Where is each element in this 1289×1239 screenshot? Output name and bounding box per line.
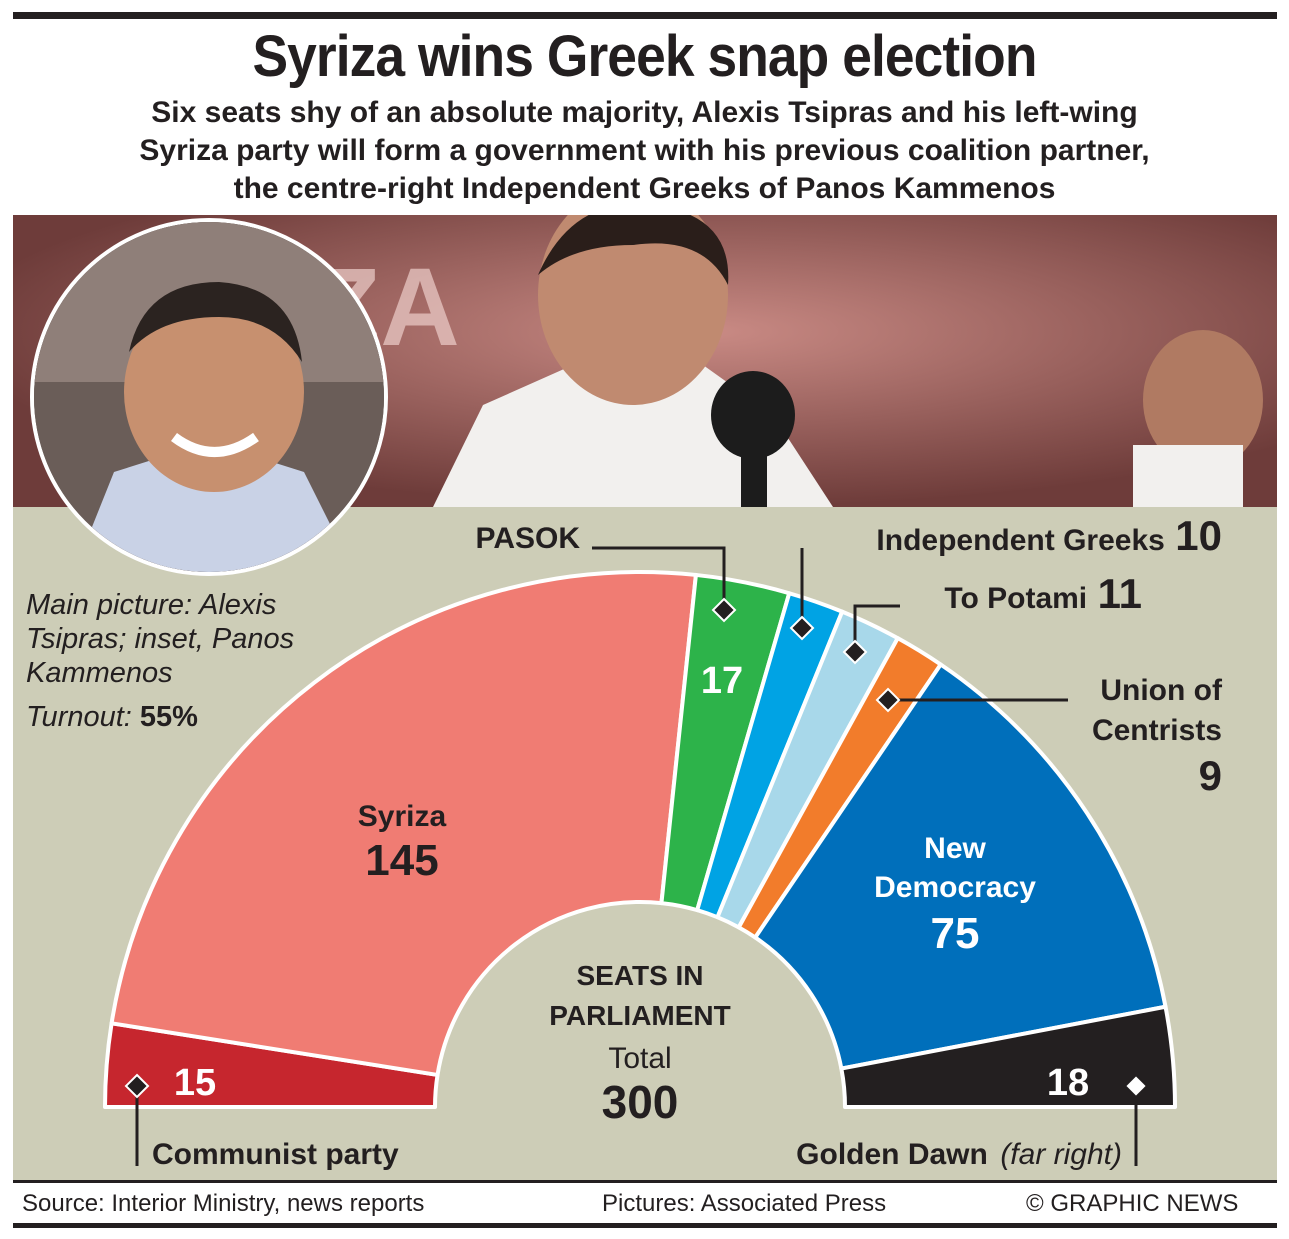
leader-line-pasok	[592, 546, 726, 610]
seat-slice-new-democracy	[753, 662, 1168, 1071]
slice-label-syriza-name: Syriza	[358, 800, 447, 833]
caption-line: Kammenos	[26, 657, 173, 689]
caption-line: Tsipras; inset, Panos	[26, 623, 295, 655]
callout-independent-greeks-name: Independent Greeks	[876, 524, 1164, 557]
slice-label-communist: 15	[174, 1062, 216, 1104]
slice-label-pasok: 17	[701, 660, 743, 702]
subtitle: Six seats shy of an absolute majority, A…	[20, 94, 1269, 208]
turnout: Turnout: 55%	[26, 700, 198, 734]
callout-union-line1: Union of	[1100, 674, 1223, 707]
graphic-news-credit: © GRAPHIC NEWS	[1026, 1190, 1239, 1217]
callout-to-potami: To Potami 11	[944, 570, 1142, 617]
seat-slice-syriza	[109, 570, 698, 1077]
pictures-credit: Pictures: Associated Press	[602, 1190, 887, 1217]
leader-marker-union-of-centrists	[875, 687, 901, 713]
page-title: Syriza wins Greek snap election	[252, 24, 1037, 89]
slice-label-syriza-value: 145	[365, 836, 438, 885]
callout-to-potami-name: To Potami	[944, 582, 1087, 615]
subtitle-line: Syriza party will form a government with…	[139, 134, 1150, 167]
photo-caption: Main picture: Alexis Tsipras; inset, Pan…	[26, 588, 356, 690]
leader-marker-independent-greeks	[789, 615, 815, 641]
callout-to-potami-value: 11	[1098, 570, 1142, 617]
callout-independent-greeks: Independent Greeks 10	[876, 512, 1222, 559]
caption-line: Main picture: Alexis	[26, 589, 277, 621]
top-rule	[13, 12, 1277, 19]
slice-label-golden-dawn: 18	[1047, 1062, 1089, 1104]
slices	[103, 570, 1177, 1109]
leader-marker-pasok	[711, 597, 737, 623]
slice-label-nd-line2: Democracy	[874, 871, 1036, 904]
seats-title-line1: SEATS IN	[576, 960, 703, 991]
callout-golden-dawn-note: (far right)	[1000, 1138, 1122, 1171]
source-credit: Source: Interior Ministry, news reports	[22, 1190, 425, 1217]
subtitle-line: Six seats shy of an absolute majority, A…	[151, 96, 1138, 129]
callout-union-line2: Centrists	[1092, 714, 1222, 747]
leader-marker-to-potami	[842, 639, 868, 665]
turnout-value: 55%	[139, 701, 198, 733]
callout-union-value: 9	[1199, 752, 1222, 799]
leader-marker-golden-dawn	[1123, 1073, 1149, 1099]
total-value: 300	[602, 1076, 679, 1128]
callout-golden-dawn-name: Golden Dawn	[796, 1138, 988, 1171]
leader-line-to-potami	[853, 604, 900, 652]
leader-marker-communist-party	[124, 1073, 150, 1099]
callout-lines	[124, 546, 1149, 1166]
total-label: Total	[608, 1042, 671, 1075]
subtitle-line: the centre-right Independent Greeks of P…	[233, 172, 1056, 205]
seats-title-line2: PARLIAMENT	[549, 1000, 730, 1031]
footer-rule	[13, 1223, 1277, 1228]
callout-communist: Communist party	[152, 1138, 399, 1171]
bottom-rule	[13, 1180, 1277, 1183]
callout-golden-dawn: Golden Dawn (far right)	[796, 1138, 1122, 1171]
callout-independent-greeks-value: 10	[1175, 512, 1222, 559]
inset-photo	[30, 218, 388, 576]
callout-pasok: PASOK	[476, 522, 581, 555]
slice-label-nd-line1: New	[924, 832, 986, 865]
slice-label-nd-value: 75	[931, 909, 980, 958]
turnout-label: Turnout:	[26, 701, 132, 733]
seat-slice-golden-dawn	[839, 1004, 1177, 1109]
